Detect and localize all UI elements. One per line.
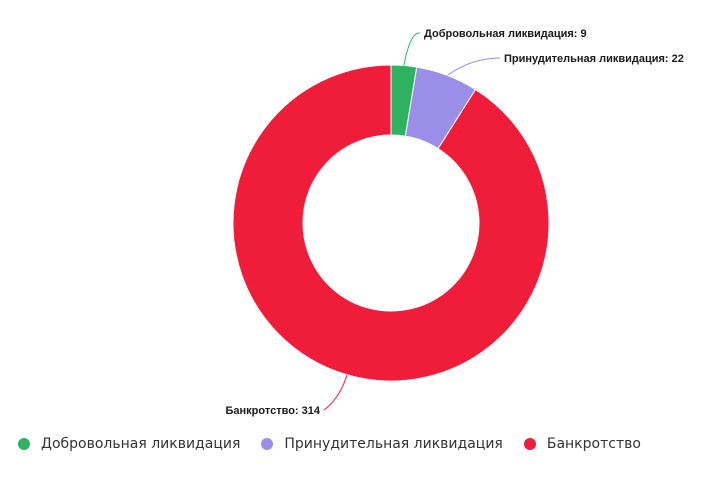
legend-label: Принудительная ликвидация <box>284 436 503 452</box>
data-labels: Добровольная ликвидация: 9 Принудительная… <box>226 28 684 417</box>
legend-label: Добровольная ликвидация <box>41 436 241 452</box>
data-label-forced-liquidation: Принудительная ликвидация: 22 <box>504 53 684 65</box>
legend-item-bankruptcy[interactable]: Банкротство <box>523 436 641 452</box>
donut-slices <box>232 64 550 382</box>
data-label-bankruptcy: Банкротство: 314 <box>226 405 321 417</box>
slice-bankruptcy[interactable] <box>232 64 550 382</box>
legend-marker-icon <box>261 438 274 450</box>
connector-forced-liquidation <box>446 57 501 76</box>
data-label-voluntary-liquidation: Добровольная ликвидация: 9 <box>424 28 587 40</box>
legend-marker-icon <box>523 438 536 450</box>
label-connectors <box>323 32 501 411</box>
legend-marker-icon <box>18 438 30 450</box>
legend-label: Банкротство <box>546 436 641 452</box>
legend: Добровольная ликвидация Принудительная л… <box>18 436 662 452</box>
legend-item-voluntary-liquidation[interactable]: Добровольная ликвидация <box>18 436 240 452</box>
connector-bankruptcy <box>323 374 348 411</box>
connector-voluntary-liquidation <box>403 32 421 66</box>
legend-item-forced-liquidation[interactable]: Принудительная ликвидация <box>261 436 503 452</box>
donut-chart: Добровольная ликвидация: 9 Принудительная… <box>226 28 684 417</box>
